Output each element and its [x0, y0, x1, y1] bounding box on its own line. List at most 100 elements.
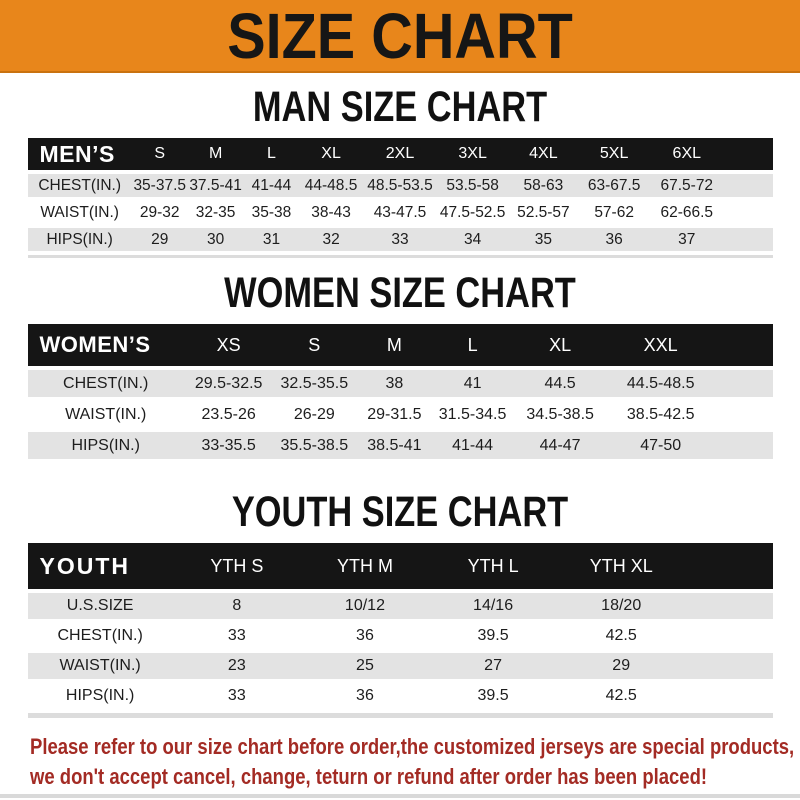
- row-label-cell: HIPS(IN.): [27, 432, 184, 459]
- table-row: HIPS(IN.) 33 36 39.5 42.5: [27, 683, 773, 709]
- empty-cell: [685, 623, 773, 649]
- disclaimer-text: Please refer to our size chart before or…: [30, 732, 794, 793]
- table-row: WAIST(IN.) 23 25 27 29: [27, 653, 773, 679]
- value-cell: 32-35: [187, 201, 244, 224]
- row-label-cell: WAIST(IN.): [27, 401, 184, 428]
- value-cell: 52.5-57: [508, 201, 579, 224]
- table-header-row: YOUTH YTH S YTH M YTH L YTH XL: [27, 543, 773, 589]
- size-column-header: YTH S: [172, 543, 301, 589]
- value-cell: 25: [300, 653, 430, 679]
- value-cell: 38-43: [299, 201, 363, 224]
- men-size-section: MAN SIZE CHART MEN’S S M L XL 2XL 3XL 4XL 5XL 6XL…: [0, 86, 800, 258]
- value-cell: 29-32: [131, 201, 188, 224]
- value-cell: 34.5-38.5: [511, 401, 609, 428]
- value-cell: 37: [649, 228, 725, 251]
- value-cell: 44-47: [511, 432, 609, 459]
- value-cell: 53.5-58: [437, 174, 508, 197]
- value-cell: 67.5-72: [649, 174, 725, 197]
- value-cell: 62-66.5: [649, 201, 725, 224]
- table-row: CHEST(IN.) 35-37.5 37.5-41 41-44 44-48.5 48.5…: [27, 174, 773, 197]
- value-cell: 31: [243, 228, 300, 251]
- value-cell: 44-48.5: [299, 174, 363, 197]
- value-cell: 47.5-52.5: [437, 201, 508, 224]
- value-cell: 38: [355, 370, 434, 397]
- value-cell: 44.5: [511, 370, 609, 397]
- banner-title: SIZE CHART: [227, 0, 573, 72]
- value-cell: 26-29: [273, 401, 356, 428]
- table-bottom-strip: [27, 255, 773, 258]
- table-title-cell: YOUTH: [27, 543, 173, 589]
- value-cell: 41-44: [433, 432, 512, 459]
- empty-cell: [724, 228, 773, 251]
- row-label-cell: U.S.SIZE: [27, 593, 173, 619]
- size-column-header: 4XL: [508, 138, 579, 170]
- value-cell: 33: [172, 683, 301, 709]
- mens-table-holder: MEN’S S M L XL 2XL 3XL 4XL 5XL 6XL CHEST(IN.) 35-37…: [27, 134, 773, 258]
- table-title-cell: WOMEN’S: [27, 324, 184, 366]
- table-row: HIPS(IN.) 33-35.5 35.5-38.5 38.5-41 41-44 44-…: [27, 432, 773, 459]
- value-cell: 29-31.5: [355, 401, 434, 428]
- value-cell: 38.5-41: [355, 432, 434, 459]
- table-row: CHEST(IN.) 33 36 39.5 42.5: [27, 623, 773, 649]
- value-cell: 33-35.5: [183, 432, 274, 459]
- size-column-header: XS: [183, 324, 274, 366]
- value-cell: 44.5-48.5: [608, 370, 713, 397]
- value-cell: 36: [300, 623, 430, 649]
- empty-cell: [712, 432, 773, 459]
- size-column-header: S: [273, 324, 356, 366]
- row-label-cell: HIPS(IN.): [27, 683, 173, 709]
- size-column-header: L: [243, 138, 300, 170]
- value-cell: 33: [362, 228, 438, 251]
- empty-cell: [685, 653, 773, 679]
- women-size-section: WOMEN SIZE CHART WOMEN’S XS S M L XL XXL CHEST(…: [0, 272, 800, 463]
- youth-size-table: YOUTH YTH S YTH M YTH L YTH XL U.S.SIZE 8 10/12…: [27, 539, 773, 713]
- size-column-header: S: [131, 138, 188, 170]
- value-cell: 39.5: [429, 683, 558, 709]
- empty-cell: [685, 683, 773, 709]
- value-cell: 35: [508, 228, 579, 251]
- size-column-header: 3XL: [437, 138, 508, 170]
- size-column-header: YTH XL: [557, 543, 686, 589]
- table-row: CHEST(IN.) 29.5-32.5 32.5-35.5 38 41 44.5 44.5…: [27, 370, 773, 397]
- size-column-header: 6XL: [649, 138, 725, 170]
- size-column-header: XXL: [608, 324, 713, 366]
- value-cell: 35-37.5: [131, 174, 188, 197]
- womens-table-holder: WOMEN’S XS S M L XL XXL CHEST(IN.) 29.5-32.5 32.5…: [27, 320, 773, 463]
- table-row: U.S.SIZE 8 10/12 14/16 18/20: [27, 593, 773, 619]
- value-cell: 31.5-34.5: [433, 401, 512, 428]
- size-column-header: L: [433, 324, 512, 366]
- men-section-heading: MAN SIZE CHART: [252, 83, 548, 131]
- value-cell: 63-67.5: [578, 174, 650, 197]
- value-cell: 34: [437, 228, 508, 251]
- size-column-header: YTH L: [429, 543, 558, 589]
- disclaimer-line-2: we don't accept cancel, change, teturn o…: [30, 764, 708, 790]
- empty-cell: [724, 201, 773, 224]
- empty-cell: [685, 593, 773, 619]
- row-label-cell: HIPS(IN.): [27, 228, 132, 251]
- women-section-heading: WOMEN SIZE CHART: [224, 269, 576, 317]
- size-column-header: YTH M: [300, 543, 430, 589]
- value-cell: 32: [299, 228, 363, 251]
- table-row: WAIST(IN.) 23.5-26 26-29 29-31.5 31.5-34.5 34…: [27, 401, 773, 428]
- value-cell: 18/20: [557, 593, 686, 619]
- value-cell: 32.5-35.5: [273, 370, 356, 397]
- empty-header-cell: [712, 324, 773, 366]
- row-label-cell: CHEST(IN.): [27, 623, 173, 649]
- value-cell: 23.5-26: [183, 401, 274, 428]
- row-label-cell: WAIST(IN.): [27, 653, 173, 679]
- empty-cell: [724, 174, 773, 197]
- bottom-divider: [0, 794, 800, 798]
- value-cell: 41: [433, 370, 512, 397]
- youth-table-holder: YOUTH YTH S YTH M YTH L YTH XL U.S.SIZE 8 10/12…: [27, 539, 773, 718]
- size-column-header: M: [187, 138, 244, 170]
- value-cell: 43-47.5: [362, 201, 438, 224]
- value-cell: 39.5: [429, 623, 558, 649]
- value-cell: 14/16: [429, 593, 558, 619]
- size-column-header: XL: [511, 324, 609, 366]
- value-cell: 10/12: [300, 593, 430, 619]
- value-cell: 47-50: [608, 432, 713, 459]
- empty-cell: [712, 370, 773, 397]
- value-cell: 23: [172, 653, 301, 679]
- value-cell: 38.5-42.5: [608, 401, 713, 428]
- value-cell: 29: [557, 653, 686, 679]
